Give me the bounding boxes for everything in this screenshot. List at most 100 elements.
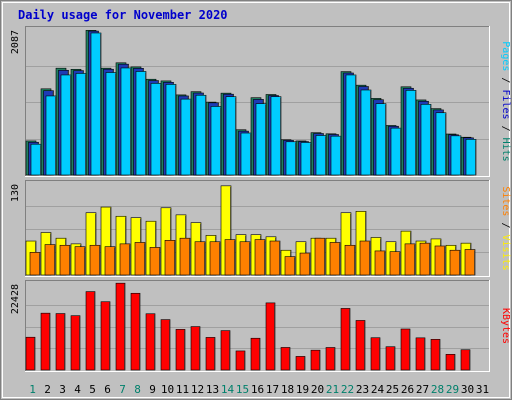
bar-fill [329,242,341,276]
bar-pages-day-30 [465,139,477,176]
bar-pages-day-15 [240,132,252,176]
x-tick-day-15: 15 [236,383,249,396]
bar-fill [310,349,321,371]
x-tick-day-8: 8 [134,383,141,396]
bar-fill [445,354,456,371]
x-tick-day-29: 29 [446,383,459,396]
panel-kbytes-legend-label: KBytes [500,308,511,344]
x-tick-day-24: 24 [371,383,385,396]
bar-fill [40,312,51,371]
bar-fill [89,244,101,276]
panel-hits-legend-label: Pages / Files / Hits [500,41,511,161]
bar-sites-day-2 [44,244,56,276]
bar-kbytes-day-13 [205,337,216,371]
bar-pages-day-3 [60,74,72,176]
x-tick-day-20: 20 [311,383,324,396]
x-tick-day-6: 6 [104,383,111,396]
bar-kbytes-day-22 [340,308,351,371]
bar-pages-day-25 [390,127,402,176]
bar-fill [195,94,207,176]
bar-fill [75,73,87,176]
bar-fill [390,127,402,176]
x-tick-day-18: 18 [281,383,294,396]
bar-fill [314,237,326,276]
bar-sites-day-8 [134,242,146,276]
bar-fill [45,95,57,176]
bar-kbytes-day-5 [85,291,96,371]
bar-fill [385,346,396,371]
bar-pages-day-19 [300,142,312,176]
legend-part-: / [500,71,511,89]
bar-fill [315,135,327,176]
legend-part-kbytes: KBytes [500,308,511,344]
bar-fill [205,337,216,371]
bar-fill [375,103,387,176]
x-tick-day-5: 5 [89,383,96,396]
bar-pages-day-24 [375,103,387,176]
x-tick-day-23: 23 [356,383,369,396]
bar-kbytes-day-10 [160,319,171,371]
bar-fill [269,240,281,276]
bar-fill [164,240,176,276]
bar-fill [149,247,161,276]
bar-fill [464,249,476,276]
panel-visits: 130 Sites / Visits [10,180,511,277]
bar-fill [224,239,236,276]
bar-sites-day-21 [329,242,341,276]
bar-fill [90,32,102,176]
bar-kbytes-day-6 [100,301,111,371]
bar-fill [389,251,401,276]
bar-pages-day-27 [420,104,432,176]
bar-fill [330,135,342,176]
bar-fill [265,302,276,371]
bar-sites-day-14 [224,239,236,276]
bar-sites-day-20 [314,237,326,276]
bar-fill [419,242,431,276]
bar-fill [295,356,306,371]
bar-pages-day-7 [120,67,132,176]
bar-kbytes-day-7 [115,282,126,371]
bar-sites-day-27 [419,242,431,276]
bar-sites-day-18 [284,256,296,276]
bar-fill [119,243,131,276]
bar-fill [25,336,36,371]
legend-part-hits: Hits [500,138,511,162]
bar-sites-day-29 [449,249,461,276]
bar-fill [100,301,111,371]
bar-kbytes-day-11 [175,329,186,371]
panel-visits-ymax-label: 130 [10,184,21,202]
bar-fill [405,90,417,176]
bar-fill [130,292,141,371]
bar-fill [105,72,117,176]
bar-sites-day-25 [389,251,401,276]
bar-fill [44,244,56,276]
bar-fill [360,89,372,176]
bar-fill [239,241,251,276]
bar-fill [404,243,416,276]
x-tick-day-22: 22 [341,383,354,396]
bar-fill [55,313,66,371]
x-tick-day-12: 12 [191,383,204,396]
bar-kbytes-day-2 [40,312,51,371]
bar-sites-day-17 [269,240,281,276]
bar-pages-day-11 [180,98,192,176]
bar-fill [250,337,261,371]
bar-sites-day-5 [89,244,101,276]
bar-fill [345,74,357,176]
bar-fill [225,96,237,176]
bar-pages-day-20 [315,135,327,176]
bar-pages-day-12 [195,94,207,176]
bar-fill [194,241,206,276]
bar-fill [165,84,177,176]
bar-kbytes-day-3 [55,313,66,371]
bar-kbytes-day-24 [370,337,381,371]
bar-kbytes-day-1 [25,336,36,371]
bar-kbytes-day-23 [355,320,366,371]
x-tick-day-28: 28 [431,383,444,396]
bar-fill [175,329,186,371]
bar-pages-day-28 [435,112,447,176]
bar-fill [450,135,462,176]
legend-part-pages: Pages [500,41,511,71]
bar-fill [434,245,446,276]
